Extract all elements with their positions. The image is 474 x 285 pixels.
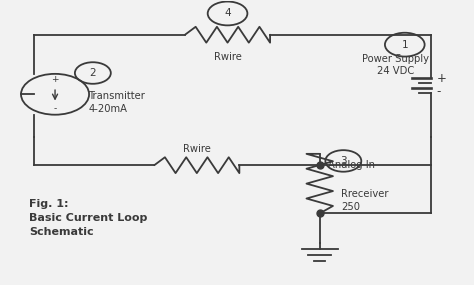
Text: 2: 2	[90, 68, 96, 78]
Text: -: -	[54, 105, 57, 113]
Text: -: -	[436, 86, 440, 99]
Text: +: +	[437, 72, 447, 85]
Text: Fig. 1:
Basic Current Loop
Schematic: Fig. 1: Basic Current Loop Schematic	[29, 199, 147, 237]
Text: Rreceiver
250: Rreceiver 250	[341, 189, 389, 212]
Text: 4: 4	[224, 9, 231, 19]
Text: Analog In: Analog In	[328, 160, 375, 170]
Text: Power Supply
24 VDC: Power Supply 24 VDC	[362, 54, 429, 76]
Text: Transmitter
4-20mA: Transmitter 4-20mA	[88, 91, 145, 114]
Text: Rwire: Rwire	[183, 144, 211, 154]
Text: Rwire: Rwire	[214, 52, 241, 62]
Text: 3: 3	[340, 156, 346, 166]
Text: 1: 1	[401, 40, 408, 50]
Text: +: +	[51, 75, 59, 84]
